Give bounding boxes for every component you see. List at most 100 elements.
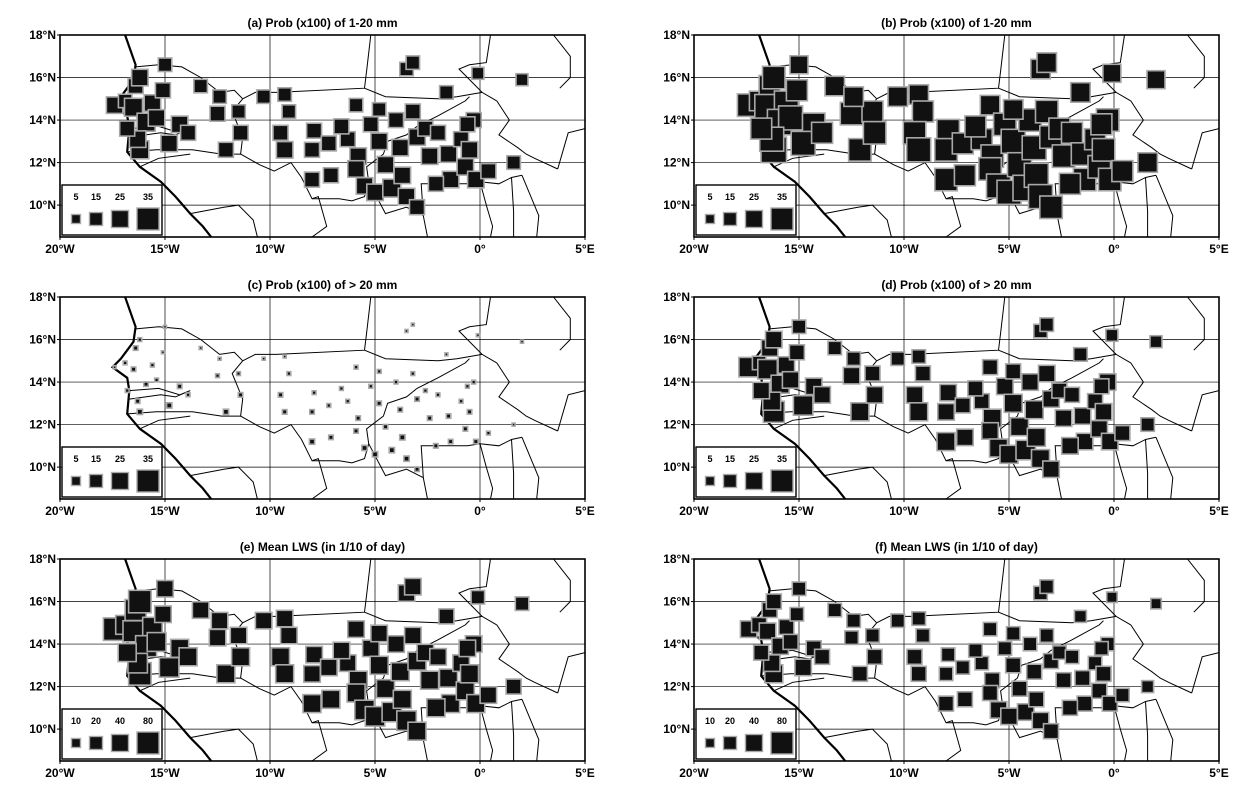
station-marker	[982, 621, 998, 637]
station-marker	[326, 402, 332, 409]
lon-tick-label: 5°E	[575, 504, 594, 518]
lat-tick-label: 18°N	[29, 290, 56, 304]
legend-label: 10	[71, 716, 81, 726]
station-marker	[471, 66, 485, 81]
station-marker	[1137, 152, 1159, 174]
station-marker	[447, 438, 454, 445]
lon-tick-label: 0°	[474, 766, 486, 780]
station-marker	[178, 646, 198, 667]
legend-label: 25	[749, 192, 759, 202]
station-marker	[1069, 81, 1091, 103]
station-marker	[1090, 113, 1113, 136]
legend-marker	[770, 469, 794, 493]
station-marker	[153, 377, 160, 383]
panel-title: (a) Prob (x100) of 1-20 mm	[247, 16, 397, 30]
station-marker	[914, 365, 932, 382]
lat-tick-label: 18°N	[29, 552, 56, 566]
station-marker	[302, 664, 322, 683]
station-marker	[890, 351, 906, 367]
lon-tick-label: 5°E	[575, 766, 594, 780]
panel-c: (c) Prob (x100) of > 20 mm 5 15 25 35 18°N 16°…	[29, 278, 595, 518]
station-marker	[130, 68, 149, 87]
station-marker	[843, 630, 860, 646]
station-marker	[936, 402, 956, 421]
station-marker	[791, 319, 807, 335]
station-marker	[827, 602, 843, 618]
station-marker	[274, 663, 295, 684]
station-marker	[940, 647, 956, 663]
station-marker	[1037, 364, 1056, 383]
lon-tick-label: 10°W	[255, 766, 285, 780]
legend-label: 35	[777, 192, 787, 202]
station-marker	[149, 362, 156, 368]
panel-title: (f) Mean LWS (in 1/10 of day)	[875, 540, 1038, 554]
station-marker	[112, 364, 117, 370]
station-marker	[459, 116, 476, 133]
legend-marker	[722, 473, 738, 489]
station-marker	[158, 656, 180, 679]
station-marker	[761, 65, 786, 90]
lon-tick-label: 20°W	[45, 504, 75, 518]
station-marker	[480, 162, 497, 180]
station-marker	[458, 639, 477, 658]
lat-tick-label: 10°N	[663, 722, 690, 736]
station-marker	[1063, 386, 1081, 404]
station-marker	[122, 360, 128, 366]
station-marker	[127, 589, 152, 614]
station-marker	[464, 383, 471, 389]
station-marker	[910, 665, 928, 683]
station-marker	[237, 391, 244, 398]
lon-tick-label: 20°W	[45, 766, 75, 780]
station-marker	[1076, 695, 1093, 712]
station-marker	[1028, 690, 1045, 708]
lat-tick-label: 14°N	[663, 375, 690, 389]
station-marker	[462, 425, 469, 432]
legend-label: 15	[725, 192, 735, 202]
legend-label: 25	[749, 454, 759, 464]
station-marker	[1020, 372, 1040, 392]
station-marker	[843, 86, 865, 108]
legend-label: 5	[707, 192, 712, 202]
station-marker	[361, 444, 368, 452]
panel-d: (d) Prob (x100) of > 20 mm 5 15 25 35 18°N 16°…	[663, 278, 1229, 518]
station-marker	[231, 104, 247, 120]
lat-tick-label: 10°N	[663, 460, 690, 474]
station-marker	[1011, 680, 1028, 698]
legend-marker	[88, 211, 104, 227]
legend-marker	[722, 211, 738, 227]
station-marker	[1072, 346, 1088, 363]
legend-marker	[110, 733, 130, 753]
legend: 10 20 40 80	[61, 708, 163, 760]
station-marker	[154, 82, 172, 99]
station-marker	[319, 658, 338, 677]
map-frame	[693, 34, 1220, 238]
station-marker	[333, 118, 350, 135]
lon-tick-label: 15°W	[150, 504, 180, 518]
panel-title: (d) Prob (x100) of > 20 mm	[881, 278, 1031, 292]
station-marker	[438, 668, 459, 688]
station-marker	[1150, 597, 1163, 610]
station-marker	[404, 328, 409, 334]
legend-marker	[70, 737, 82, 749]
lat-tick-label: 14°N	[29, 375, 56, 389]
station-marker	[432, 442, 439, 449]
station-marker	[1074, 669, 1091, 687]
station-marker	[303, 171, 321, 188]
station-marker	[777, 105, 804, 131]
station-marker	[371, 450, 379, 458]
lat-tick-label: 16°N	[663, 333, 690, 347]
station-marker	[752, 644, 770, 661]
station-marker	[419, 670, 440, 691]
station-marker	[782, 633, 799, 651]
lon-tick-label: 5°W	[998, 242, 1021, 256]
station-marker	[1022, 636, 1038, 652]
station-marker	[428, 647, 448, 666]
station-marker	[1026, 427, 1047, 448]
legend-marker	[136, 731, 160, 755]
station-marker	[143, 381, 150, 388]
station-marker	[864, 627, 881, 644]
station-marker	[1039, 627, 1055, 644]
station-marker	[505, 678, 522, 695]
legend-label: 35	[143, 192, 153, 202]
station-marker	[781, 370, 800, 390]
